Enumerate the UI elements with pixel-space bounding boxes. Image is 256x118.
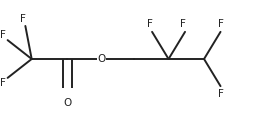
Text: O: O <box>97 54 105 64</box>
Text: F: F <box>0 30 6 40</box>
Text: F: F <box>0 78 6 88</box>
Text: F: F <box>218 89 224 99</box>
Text: O: O <box>63 98 71 108</box>
Text: F: F <box>179 19 185 29</box>
Text: F: F <box>20 14 26 24</box>
Text: F: F <box>147 19 153 29</box>
Text: F: F <box>218 19 224 29</box>
